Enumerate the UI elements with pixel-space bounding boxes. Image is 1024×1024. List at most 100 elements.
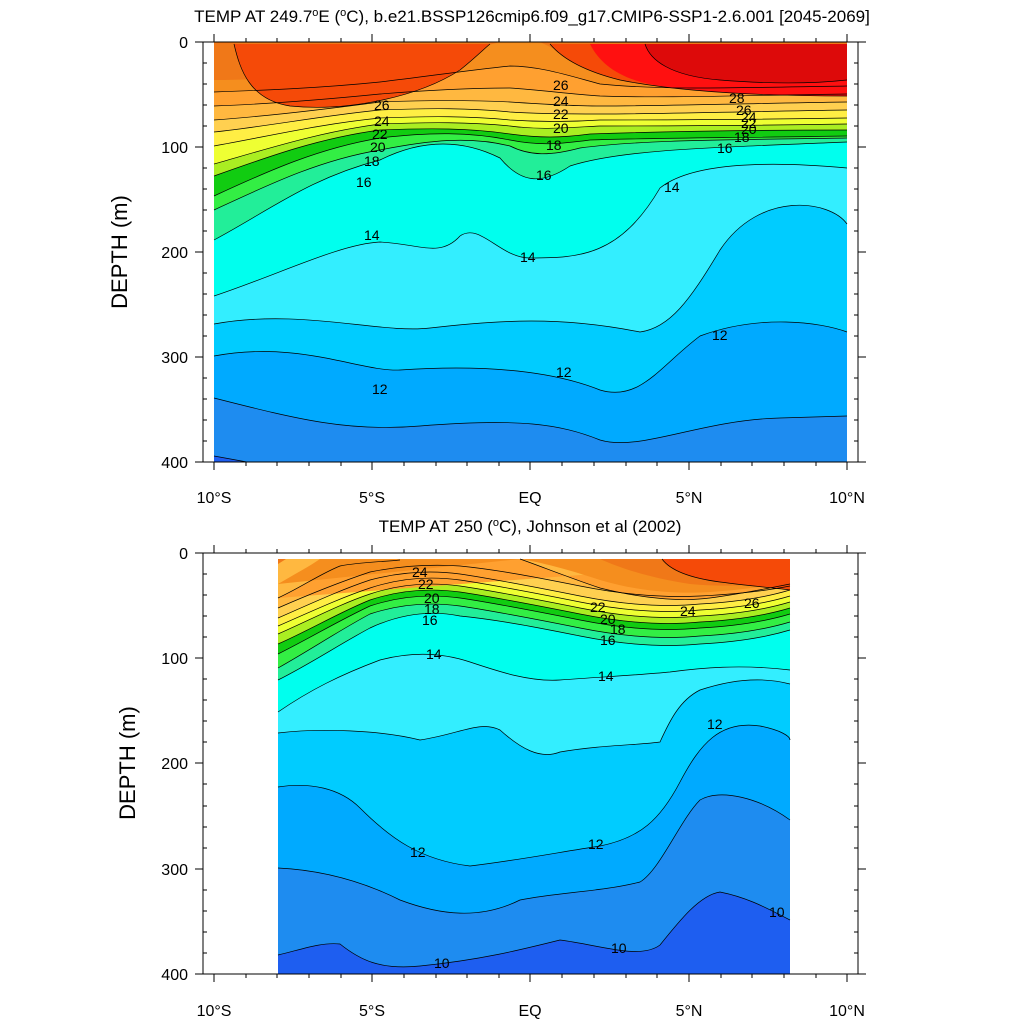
isotherm-line (213, 100, 848, 121)
contour-labels: 24 22 20 18 16 14 12 10 22 20 18 16 14 1… (410, 564, 785, 971)
contour-label: 12 (556, 364, 572, 380)
contour-label: 14 (598, 668, 614, 684)
isotherm-line (277, 595, 791, 655)
contour-label: 10 (434, 955, 450, 971)
contour-label: 16 (717, 140, 733, 156)
y-tick-label: 200 (161, 245, 188, 262)
contour-plot-area: 26 24 22 20 18 16 14 14 12 12 12 26 24 2… (213, 42, 848, 463)
isotherm-line (233, 43, 491, 108)
contour-label: 18 (734, 129, 750, 145)
contour-label: 24 (553, 93, 569, 109)
isotherm-line (213, 204, 848, 333)
axis-ticks (195, 545, 866, 982)
axis-ticks (195, 34, 866, 470)
y-tick-label: 400 (161, 455, 188, 472)
contour-label: 18 (546, 137, 562, 153)
contour-labels: 26 24 22 20 18 16 14 14 12 12 12 26 24 2… (356, 77, 757, 397)
contour-label: 16 (356, 174, 372, 190)
panel-model: TEMP AT 249.7oE (oC), b.e21.BSSP126cmip6… (107, 7, 870, 507)
contour-label: 22 (590, 599, 606, 615)
contour-label: 14 (664, 179, 680, 195)
contour-plot-area: 24 22 20 18 16 14 12 10 22 20 18 16 14 1… (277, 558, 791, 974)
panel-observed: TEMP AT 250 (oC), Johnson et al (2002) D… (115, 517, 866, 1020)
isotherm-line (277, 577, 791, 627)
contour-label: 14 (426, 646, 442, 662)
isotherm-line (644, 43, 848, 84)
contour-label: 24 (374, 113, 390, 129)
contour-label: 16 (422, 612, 438, 628)
contour-label: 12 (588, 836, 604, 852)
y-axis-label: DEPTH (m) (107, 195, 132, 309)
contour-label: 24 (412, 564, 428, 580)
contour-label: 26 (553, 77, 569, 93)
contour-label: 22 (741, 115, 757, 131)
isotherm-line (213, 163, 848, 297)
x-tick-label: 5°N (676, 490, 703, 507)
x-major-ticks (213, 34, 848, 470)
contour-label: 26 (744, 595, 760, 611)
contour-label: 22 (418, 576, 434, 592)
x-tick-labels: 10°S 5°S EQ 5°N 10°N (197, 490, 865, 507)
y-axis-label: DEPTH (m) (115, 706, 140, 820)
x-tick-label: EQ (518, 490, 541, 507)
isotherm-line (277, 679, 791, 755)
isotherm-line (661, 558, 791, 591)
contour-label: 20 (424, 590, 440, 606)
contour-label: 20 (600, 611, 616, 627)
isotherm-line (277, 724, 791, 867)
isotherm-line (213, 137, 848, 211)
band-26 (278, 559, 790, 586)
y-minor-ticks (203, 573, 858, 954)
contour-label: 14 (520, 249, 536, 265)
isotherm-line (213, 133, 848, 197)
band-29 (645, 44, 847, 83)
isotherm-line (549, 43, 848, 97)
x-tick-label: 10°S (197, 1003, 232, 1020)
y-tick-labels: 0 100 200 300 400 (161, 35, 188, 472)
isotherm-line (277, 558, 791, 600)
isotherm-line (277, 589, 791, 645)
isotherm-line (213, 87, 848, 107)
x-tick-label: 10°N (829, 1003, 865, 1020)
y-tick-label: 200 (161, 756, 188, 773)
isotherm-line (277, 612, 791, 681)
contour-label: 18 (610, 621, 626, 637)
contour-label: 12 (372, 381, 388, 397)
contour-label: 12 (707, 716, 723, 732)
isotherm-line (277, 794, 791, 914)
contour-label: 10 (769, 904, 785, 920)
contour-label: 26 (374, 97, 390, 113)
isotherm-line (277, 564, 791, 609)
isotherm-line (277, 891, 791, 968)
contour-label: 18 (364, 153, 380, 169)
isotherm-line (213, 122, 848, 165)
contour-label: 24 (741, 109, 757, 125)
isotherm-line (277, 653, 791, 713)
x-tick-label: 5°S (359, 490, 385, 507)
x-tick-label: 10°S (197, 490, 232, 507)
isotherm-line (213, 455, 248, 463)
y-minor-ticks (203, 62, 858, 442)
x-major-ticks (213, 545, 848, 982)
isotherm-line (277, 603, 791, 669)
y-major-ticks (195, 552, 866, 975)
contour-label: 18 (424, 601, 440, 617)
isotherm-line (213, 65, 848, 93)
y-tick-labels: 0 100 200 300 400 (161, 546, 188, 984)
contour-label: 20 (741, 121, 757, 137)
x-minor-ticks (245, 549, 817, 978)
contour-label: 20 (553, 120, 569, 136)
contour-label: 10 (611, 940, 627, 956)
x-tick-label: 5°N (676, 1003, 703, 1020)
y-tick-label: 0 (179, 35, 188, 52)
isotherm-line (213, 128, 848, 177)
contour-label: 12 (712, 327, 728, 343)
y-major-ticks (195, 41, 866, 463)
panel-title: TEMP AT 249.7oE (oC), b.e21.BSSP126cmip6… (194, 7, 870, 26)
isotherm-lines (213, 43, 848, 463)
y-tick-label: 100 (161, 140, 188, 157)
y-tick-label: 0 (179, 546, 188, 563)
contour-label: 22 (553, 106, 569, 122)
contour-label: 16 (536, 167, 552, 183)
